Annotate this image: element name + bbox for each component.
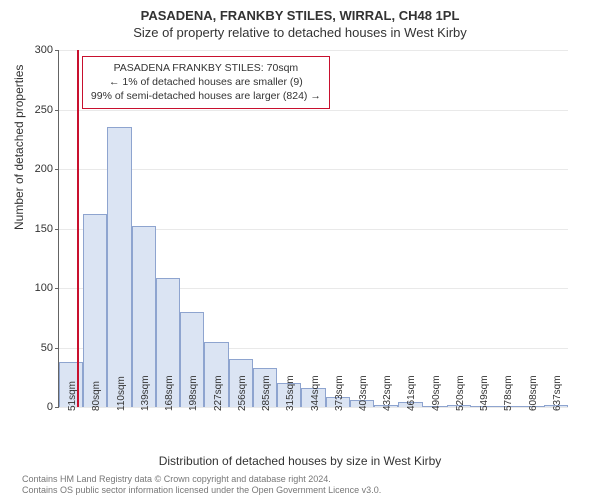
y-tick-label: 50 xyxy=(41,342,59,354)
title-sub: Size of property relative to detached ho… xyxy=(0,23,600,44)
x-tick-label: 578sqm xyxy=(503,375,514,411)
annotation-line: 99% of semi-detached houses are larger (… xyxy=(91,89,321,103)
x-tick-label: 520sqm xyxy=(455,375,466,411)
x-tick-label: 403sqm xyxy=(358,375,369,411)
footnote-line: Contains OS public sector information li… xyxy=(22,485,381,496)
x-tick-label: 139sqm xyxy=(140,375,151,411)
y-tick-label: 100 xyxy=(35,282,59,294)
plot-area: 05010015020025030051sqm80sqm110sqm139sqm… xyxy=(58,50,568,408)
y-tick-label: 0 xyxy=(47,401,59,413)
x-tick-label: 490sqm xyxy=(431,375,442,411)
x-tick-label: 637sqm xyxy=(552,375,563,411)
x-tick-label: 315sqm xyxy=(285,375,296,411)
gridline xyxy=(59,50,568,51)
y-tick-label: 250 xyxy=(35,104,59,116)
gridline xyxy=(59,110,568,111)
y-axis-label: Number of detached properties xyxy=(12,65,26,230)
y-tick-label: 300 xyxy=(35,44,59,56)
annotation-line: ← 1% of detached houses are smaller (9) xyxy=(91,75,321,89)
title-main: PASADENA, FRANKBY STILES, WIRRAL, CH48 1… xyxy=(0,0,600,23)
x-tick-label: 256sqm xyxy=(237,375,248,411)
x-axis-label: Distribution of detached houses by size … xyxy=(0,454,600,468)
x-tick-label: 80sqm xyxy=(91,381,102,411)
reference-line xyxy=(77,50,79,407)
x-tick-label: 168sqm xyxy=(164,375,175,411)
annotation-box: PASADENA FRANKBY STILES: 70sqm ← 1% of d… xyxy=(82,56,330,109)
y-tick-label: 150 xyxy=(35,223,59,235)
x-tick-label: 227sqm xyxy=(213,375,224,411)
chart-container: PASADENA, FRANKBY STILES, WIRRAL, CH48 1… xyxy=(0,0,600,500)
x-tick-label: 110sqm xyxy=(116,376,127,411)
footnote-line: Contains HM Land Registry data © Crown c… xyxy=(22,474,381,485)
annotation-line: PASADENA FRANKBY STILES: 70sqm xyxy=(91,61,321,75)
gridline xyxy=(59,169,568,170)
x-tick-label: 608sqm xyxy=(528,375,539,411)
x-tick-label: 461sqm xyxy=(406,375,417,411)
histogram-bar xyxy=(107,127,131,407)
y-tick-label: 200 xyxy=(35,163,59,175)
x-tick-label: 549sqm xyxy=(479,375,490,411)
x-tick-label: 285sqm xyxy=(261,375,272,411)
x-tick-label: 373sqm xyxy=(334,375,345,411)
footnote: Contains HM Land Registry data © Crown c… xyxy=(22,474,381,497)
histogram-bar xyxy=(83,214,107,407)
x-tick-label: 198sqm xyxy=(188,375,199,411)
x-tick-label: 344sqm xyxy=(310,375,321,411)
x-tick-label: 432sqm xyxy=(382,375,393,411)
